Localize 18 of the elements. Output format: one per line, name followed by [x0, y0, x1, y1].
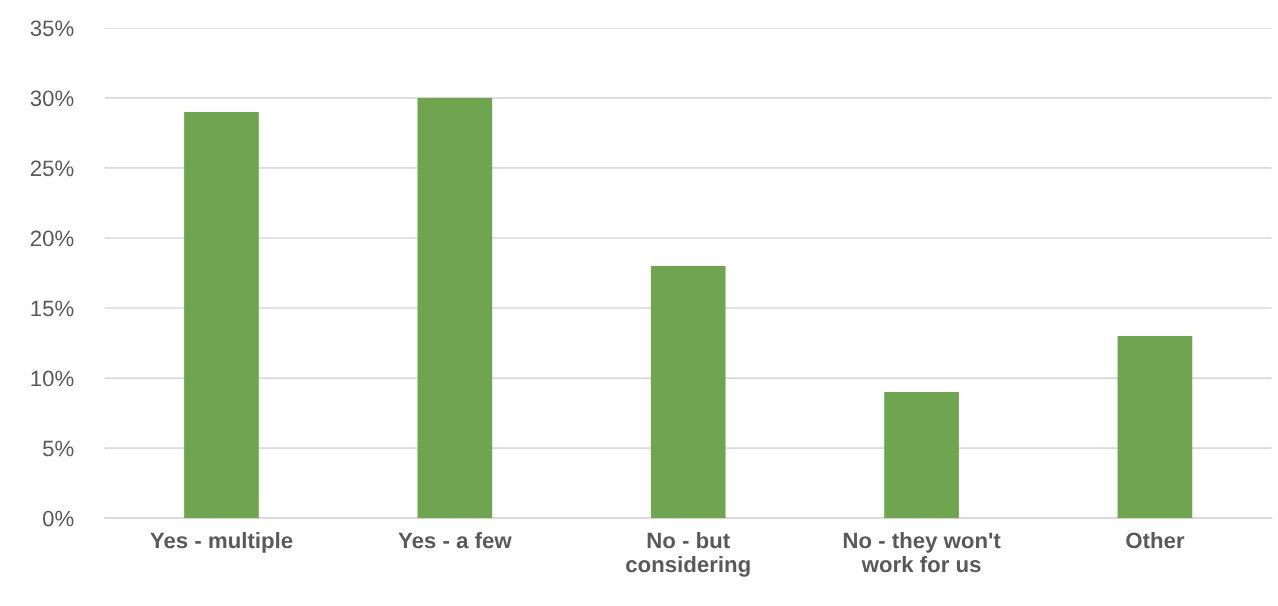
- y-tick-label: 10%: [31, 370, 74, 387]
- y-tick-label: 35%: [30, 20, 74, 37]
- y-tick-label: 20%: [30, 230, 74, 247]
- bar: [1117, 336, 1193, 519]
- x-tick-label: Yes - a few: [398, 532, 512, 549]
- bar: [184, 111, 259, 519]
- bar: [884, 392, 959, 519]
- y-tick-label: 0%: [42, 510, 74, 527]
- y-tick-label: 30%: [30, 90, 74, 107]
- x-tick-label: No - but considering: [626, 532, 750, 577]
- x-tick-label: Yes - multiple: [150, 532, 293, 553]
- y-tick-label: 5%: [43, 440, 74, 457]
- y-tick-label: 25%: [30, 160, 74, 177]
- bar: [417, 97, 493, 519]
- y-tick-label: 15%: [31, 300, 74, 317]
- bar: [650, 266, 726, 519]
- x-tick-label: No - they won't work for us: [843, 532, 1001, 573]
- x-tick-label: Other: [1126, 532, 1185, 549]
